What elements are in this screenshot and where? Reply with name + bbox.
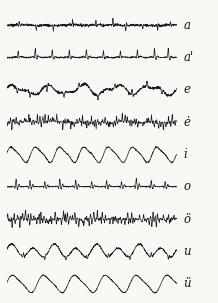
Text: e: e: [183, 83, 190, 96]
Text: ė: ė: [183, 115, 190, 128]
Text: o: o: [183, 180, 190, 193]
Text: a': a': [183, 51, 193, 64]
Text: ö: ö: [183, 212, 190, 225]
Text: a: a: [183, 18, 190, 32]
Text: ü: ü: [183, 277, 191, 290]
Text: u: u: [183, 245, 191, 258]
Text: i: i: [183, 148, 187, 161]
